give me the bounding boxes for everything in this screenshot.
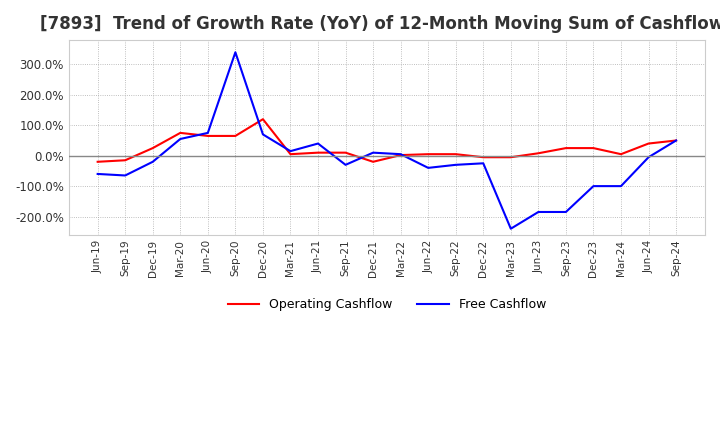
- Operating Cashflow: [94, 159, 102, 165]
- Operating Cashflow: [424, 151, 433, 157]
- Free Cashflow: [258, 132, 267, 137]
- Operating Cashflow: [644, 141, 653, 146]
- Free Cashflow: [424, 165, 433, 171]
- Title: [7893]  Trend of Growth Rate (YoY) of 12-Month Moving Sum of Cashflows: [7893] Trend of Growth Rate (YoY) of 12-…: [40, 15, 720, 33]
- Operating Cashflow: [479, 154, 487, 160]
- Operating Cashflow: [616, 151, 625, 157]
- Free Cashflow: [396, 151, 405, 157]
- Free Cashflow: [204, 130, 212, 136]
- Free Cashflow: [672, 138, 680, 143]
- Free Cashflow: [341, 162, 350, 168]
- Free Cashflow: [534, 209, 543, 215]
- Operating Cashflow: [231, 133, 240, 139]
- Free Cashflow: [148, 159, 157, 165]
- Free Cashflow: [644, 154, 653, 160]
- Free Cashflow: [451, 162, 460, 168]
- Operating Cashflow: [148, 146, 157, 151]
- Line: Operating Cashflow: Operating Cashflow: [98, 119, 676, 162]
- Free Cashflow: [589, 183, 598, 189]
- Free Cashflow: [479, 161, 487, 166]
- Free Cashflow: [506, 226, 515, 231]
- Operating Cashflow: [341, 150, 350, 155]
- Operating Cashflow: [121, 158, 130, 163]
- Operating Cashflow: [506, 154, 515, 160]
- Free Cashflow: [121, 173, 130, 178]
- Free Cashflow: [562, 209, 570, 215]
- Free Cashflow: [231, 50, 240, 55]
- Operating Cashflow: [286, 151, 294, 157]
- Legend: Operating Cashflow, Free Cashflow: Operating Cashflow, Free Cashflow: [222, 293, 551, 316]
- Free Cashflow: [94, 171, 102, 176]
- Free Cashflow: [314, 141, 323, 146]
- Operating Cashflow: [258, 117, 267, 122]
- Operating Cashflow: [562, 146, 570, 151]
- Line: Free Cashflow: Free Cashflow: [98, 52, 676, 229]
- Operating Cashflow: [451, 151, 460, 157]
- Operating Cashflow: [396, 152, 405, 158]
- Free Cashflow: [176, 136, 184, 142]
- Operating Cashflow: [176, 130, 184, 136]
- Operating Cashflow: [369, 159, 377, 165]
- Operating Cashflow: [534, 150, 543, 156]
- Operating Cashflow: [589, 146, 598, 151]
- Free Cashflow: [286, 148, 294, 154]
- Operating Cashflow: [672, 138, 680, 143]
- Operating Cashflow: [314, 150, 323, 155]
- Free Cashflow: [616, 183, 625, 189]
- Free Cashflow: [369, 150, 377, 155]
- Operating Cashflow: [204, 133, 212, 139]
